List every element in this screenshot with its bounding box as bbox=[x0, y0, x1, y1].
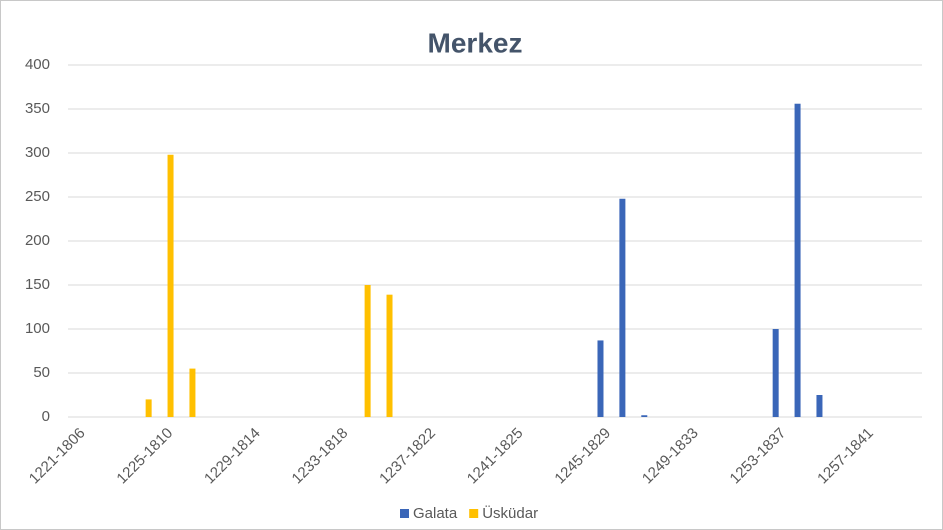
bar bbox=[619, 198, 626, 417]
bar bbox=[386, 294, 393, 417]
bar bbox=[794, 103, 801, 417]
legend-label: Galata bbox=[413, 505, 458, 522]
legend-label: Üsküdar bbox=[482, 504, 538, 522]
y-tick-label: 400 bbox=[25, 56, 50, 73]
legend-swatch bbox=[400, 509, 409, 518]
bar bbox=[364, 285, 371, 417]
y-tick-label: 150 bbox=[25, 276, 50, 293]
bar bbox=[597, 340, 604, 417]
chart-title: Merkez bbox=[428, 27, 523, 58]
bar bbox=[772, 329, 779, 417]
bar bbox=[641, 415, 648, 417]
y-tick-label: 50 bbox=[33, 364, 50, 381]
y-tick-label: 100 bbox=[25, 320, 50, 337]
bar bbox=[145, 399, 152, 417]
y-tick-label: 350 bbox=[25, 100, 50, 117]
y-tick-label: 250 bbox=[25, 188, 50, 205]
bar bbox=[816, 395, 823, 417]
y-tick-label: 0 bbox=[42, 408, 50, 425]
y-tick-label: 300 bbox=[25, 144, 50, 161]
legend-swatch bbox=[469, 509, 479, 518]
bar bbox=[189, 368, 196, 417]
bar bbox=[167, 154, 174, 417]
y-tick-label: 200 bbox=[25, 232, 50, 249]
